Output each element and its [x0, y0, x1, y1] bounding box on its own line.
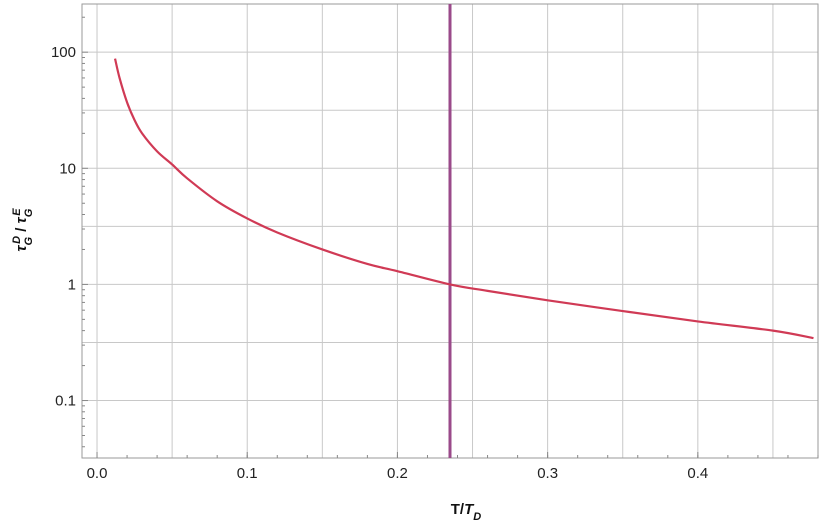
series-line [113, 58, 814, 340]
y-axis-label: τGD / τGE [11, 208, 35, 252]
y-tick-label: 10 [59, 160, 76, 177]
x-tick-label: 0.2 [387, 465, 408, 482]
y-tick-label: 1 [68, 276, 76, 293]
x-tick-label: 0.1 [237, 465, 258, 482]
tick-labels: 0.0 0.1 0.2 0.3 0.4 0.1 1 10 100 [51, 44, 708, 482]
chart-marks [113, 4, 814, 458]
x-axis-label: T/TD [451, 501, 482, 522]
x-tick-label: 0.0 [87, 465, 108, 482]
y-tick-label: 0.1 [55, 393, 76, 410]
y-tick-label: 100 [51, 44, 76, 61]
x-tick-label: 0.4 [687, 465, 708, 482]
x-tick-label: 0.3 [537, 465, 558, 482]
axis-ticks [82, 16, 819, 458]
